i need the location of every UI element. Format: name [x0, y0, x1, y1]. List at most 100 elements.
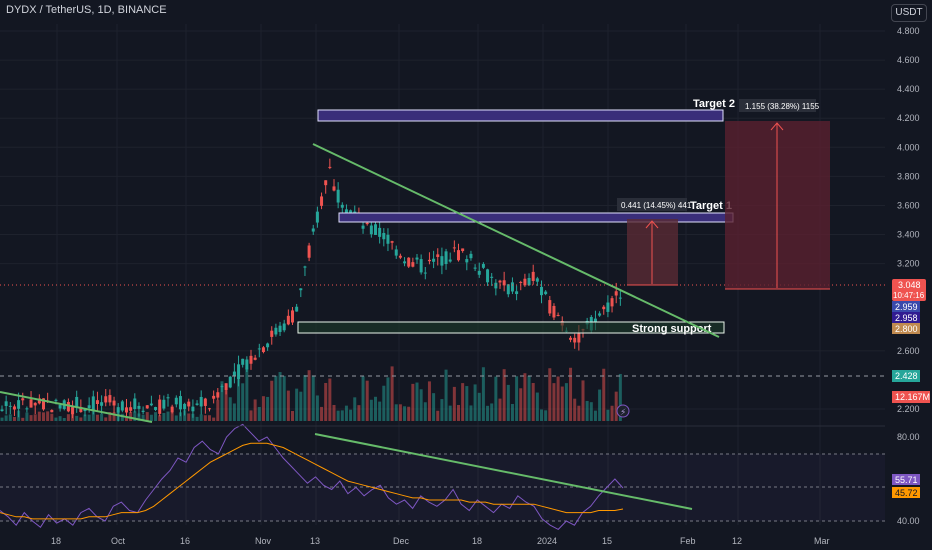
volume-bar: [216, 400, 220, 421]
volume-bar: [62, 417, 66, 421]
candle-body: [137, 405, 141, 409]
volume-bar: [531, 382, 535, 421]
candle-body: [573, 337, 577, 343]
volume-bar: [141, 414, 145, 421]
price-axis[interactable]: 4.800 4.600 4.400 4.200 4.000 3.800 3.600 3.400…: [897, 26, 920, 414]
rsi-tag-bg: [892, 474, 920, 485]
volume-bar: [79, 417, 83, 421]
rsi-ma-line: [0, 442, 624, 520]
volume-bar: [91, 410, 95, 421]
candle-body: [403, 261, 407, 264]
price-tick: 2.600: [897, 346, 920, 356]
candle-body: [158, 399, 162, 414]
volume-bar: [261, 396, 265, 421]
lightning-icon[interactable]: [616, 404, 630, 418]
candle-body: [149, 403, 153, 406]
price-tick: 4.000: [897, 142, 920, 152]
candle-body: [4, 401, 8, 406]
candle-body: [245, 359, 249, 370]
volume-bar: [212, 417, 216, 421]
volume-bar: [208, 415, 211, 421]
volume-bar: [610, 405, 614, 421]
candle-body: [282, 323, 286, 331]
candle-body: [129, 407, 133, 411]
price-tick: 2.200: [897, 404, 920, 414]
candle-body: [12, 406, 16, 410]
volume-bar: [199, 414, 203, 421]
candle-body: [332, 186, 336, 191]
volume-bar: [270, 380, 274, 421]
time-tick: 16: [180, 536, 190, 546]
volume-bar: [245, 368, 249, 421]
volume-bar: [295, 388, 299, 421]
candle-body: [212, 395, 216, 399]
rsi-ma-tag: 45.72: [895, 488, 918, 498]
last-price-tag-bg: [892, 279, 926, 301]
candle-body: [552, 305, 556, 318]
target2-zone[interactable]: [317, 109, 724, 122]
volume-bar: [183, 410, 187, 421]
time-axis[interactable]: 18 Oct 16 Nov 13 Dec 18 2024 15 Feb 12 Mar: [51, 536, 830, 546]
volume-bar: [66, 414, 70, 421]
candle-body: [610, 298, 614, 307]
time-tick: 12: [732, 536, 742, 546]
candle-body: [141, 410, 145, 413]
candle-body: [133, 398, 137, 409]
currency-button[interactable]: USDT: [891, 4, 927, 22]
candle-body: [83, 408, 87, 412]
candle-body: [220, 386, 224, 388]
volume-bar: [178, 412, 182, 421]
volume-bar: [37, 411, 41, 421]
support-zone[interactable]: [297, 321, 725, 334]
price-tick: 4.800: [897, 26, 920, 36]
chart-overlays: Target 2 Target 1 Strong support 0.441 (…: [0, 98, 885, 423]
candle-body: [170, 406, 174, 413]
candle-body: [444, 251, 448, 265]
candle-body: [195, 403, 199, 405]
candle-body: [187, 401, 191, 407]
volume-bar: [461, 383, 465, 421]
candle-body: [21, 398, 25, 401]
candle-body: [540, 286, 543, 296]
volume-bar: [423, 402, 427, 421]
volume-bar: [8, 414, 12, 421]
volume-tag-bg: [892, 391, 930, 403]
volume-bar: [54, 417, 58, 421]
time-tick: 18: [51, 536, 61, 546]
measure-small-arrowhead: [645, 220, 659, 229]
candle-body: [336, 189, 340, 203]
volume-bar: [112, 412, 116, 421]
volume-bar: [87, 414, 91, 421]
volume-bar: [452, 386, 456, 421]
candle-body: [494, 282, 498, 289]
volume-bar: [257, 406, 261, 421]
candle-body: [183, 403, 187, 410]
candle-body: [382, 232, 386, 240]
candle-body: [423, 272, 427, 274]
volume-bar: [606, 409, 610, 421]
volume-bar: [390, 366, 394, 421]
volume-bar: [42, 412, 45, 421]
candle-body: [481, 264, 485, 268]
candle-body: [116, 407, 120, 413]
price-tick: 4.400: [897, 84, 920, 94]
volume-bar: [427, 381, 431, 421]
volume-bar: [602, 368, 606, 421]
candle-body: [87, 405, 91, 409]
candle-body: [286, 315, 290, 325]
candle-body: [303, 266, 307, 268]
candle-body: [452, 247, 456, 249]
volume-bar: [170, 412, 174, 421]
volume-bar: [299, 391, 303, 421]
time-tick: 2024: [537, 536, 557, 546]
candle-body: [108, 395, 112, 403]
volume-bar: [365, 380, 369, 421]
candle-body: [593, 318, 597, 322]
candle-body: [349, 210, 353, 215]
candle-body: [145, 405, 149, 409]
candle-body: [390, 241, 394, 243]
candle-body: [54, 399, 58, 401]
candle-body: [324, 180, 328, 186]
volume-bar: [527, 375, 531, 421]
